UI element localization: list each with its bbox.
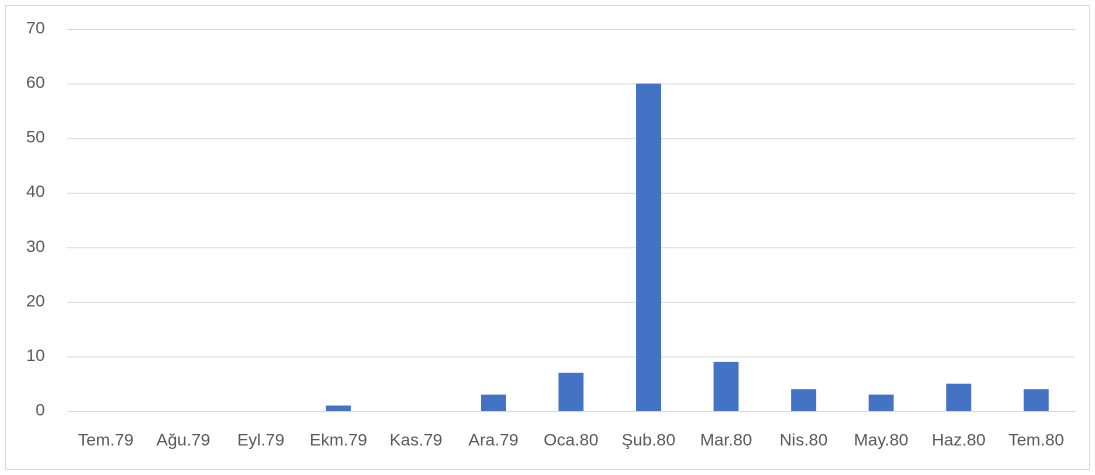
y-tick-label: 30 [26, 237, 45, 256]
x-tick-label: Kas.79 [389, 430, 442, 449]
x-tick-label: May.80 [854, 430, 909, 449]
y-tick-label: 20 [26, 291, 45, 310]
x-tick-label: Eyl.79 [237, 430, 284, 449]
bar [636, 83, 662, 412]
bar [325, 405, 351, 411]
x-tick-label: Tem.80 [1008, 430, 1064, 449]
bar [1023, 389, 1049, 411]
bar [480, 394, 506, 411]
y-tick-label: 70 [26, 18, 45, 37]
bar [946, 383, 972, 411]
chart-border [5, 5, 1090, 470]
y-tick-label: 60 [26, 73, 45, 92]
y-tick-label: 40 [26, 182, 45, 201]
x-tick-label: Tem.79 [78, 430, 134, 449]
x-tick-label: Ara.79 [468, 430, 518, 449]
x-tick-label: Oca.80 [544, 430, 599, 449]
bar [868, 394, 894, 411]
x-tick-label: Şub.80 [622, 430, 676, 449]
y-tick-label: 50 [26, 128, 45, 147]
y-tick-label: 0 [36, 400, 45, 419]
bar [713, 361, 739, 411]
x-tick-label: Ağu.79 [156, 430, 210, 449]
y-tick-label: 10 [26, 346, 45, 365]
x-tick-label: Mar.80 [700, 430, 752, 449]
bar [558, 372, 584, 411]
x-tick-label: Ekm.79 [310, 430, 368, 449]
x-tick-label: Nis.80 [780, 430, 828, 449]
x-tick-label: Haz.80 [932, 430, 986, 449]
bar [791, 389, 817, 411]
